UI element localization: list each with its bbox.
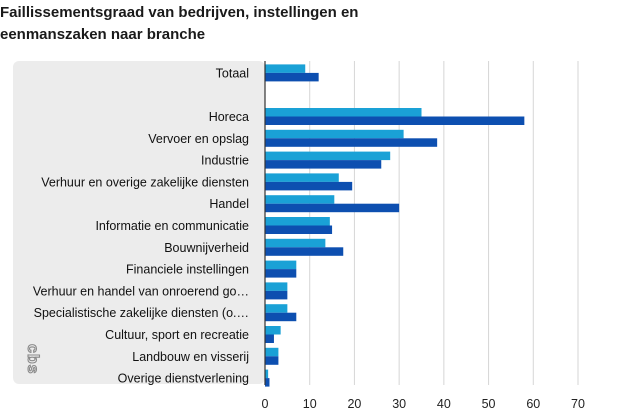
label-panel: [13, 61, 265, 384]
svg-text:cbs: cbs: [24, 344, 41, 375]
bar: [265, 225, 333, 234]
bar: [265, 282, 288, 291]
category-label: Handel: [209, 197, 249, 211]
bar: [265, 247, 344, 256]
bar: [265, 217, 330, 226]
x-tick-labels: 0 10 20 30 40 50 60 70: [262, 397, 585, 411]
bar: [265, 151, 391, 161]
category-label: Informatie en communicatie: [95, 219, 249, 233]
bar: [265, 378, 270, 387]
bar: [265, 108, 422, 117]
category-label: Landbouw en visserij: [132, 350, 249, 364]
category-label: Cultuur, sport en recreatie: [105, 328, 249, 342]
category-label: Verhuur en handel van onroerend go…: [33, 284, 249, 298]
bar: [265, 312, 297, 322]
bar: [265, 260, 297, 270]
x-tick-label: 60: [526, 397, 540, 411]
bar: [265, 129, 404, 139]
bar: [265, 203, 400, 213]
bar: [265, 138, 438, 147]
bar: [265, 116, 525, 125]
category-label: Horeca: [209, 110, 249, 124]
bar: [265, 160, 382, 169]
category-label: Financiele instellingen: [126, 263, 249, 277]
bar: [265, 369, 269, 379]
bar: [265, 72, 319, 82]
bar: [265, 173, 339, 182]
bar: [265, 347, 279, 357]
bar: [265, 304, 288, 313]
bar: [265, 195, 335, 204]
category-labels: Totaal Horeca Vervoer en opslag Industrie Ve…: [33, 66, 249, 385]
x-tick-label: 40: [437, 397, 451, 411]
bar: [265, 238, 326, 248]
category-label: Specialistische zakelijke diensten (o.…: [34, 306, 249, 320]
bar: [265, 326, 281, 335]
x-tick-label: 20: [347, 397, 361, 411]
bar: [265, 334, 274, 343]
bars: [265, 64, 525, 387]
x-tick-label: 10: [303, 397, 317, 411]
category-label: Verhuur en overige zakelijke diensten: [41, 175, 249, 189]
bar: [265, 64, 306, 73]
bar: [265, 269, 297, 278]
bar: [265, 290, 288, 300]
x-tick-label: 0: [262, 397, 269, 411]
x-tick-label: 50: [482, 397, 496, 411]
category-label: Bouwnijverheid: [164, 241, 249, 255]
category-label: Totaal: [216, 66, 249, 80]
x-tick-label: 30: [392, 397, 406, 411]
cbs-logo-icon: cbs: [23, 343, 41, 375]
category-label: Vervoer en opslag: [148, 132, 249, 146]
x-tick-label: 70: [571, 397, 585, 411]
category-label: Industrie: [201, 154, 249, 168]
bar: [265, 356, 279, 365]
bar: [265, 181, 353, 191]
category-label: Overige dienstverlening: [118, 372, 249, 386]
chart-title: Faillissementsgraad van bedrijven, inste…: [0, 4, 359, 43]
